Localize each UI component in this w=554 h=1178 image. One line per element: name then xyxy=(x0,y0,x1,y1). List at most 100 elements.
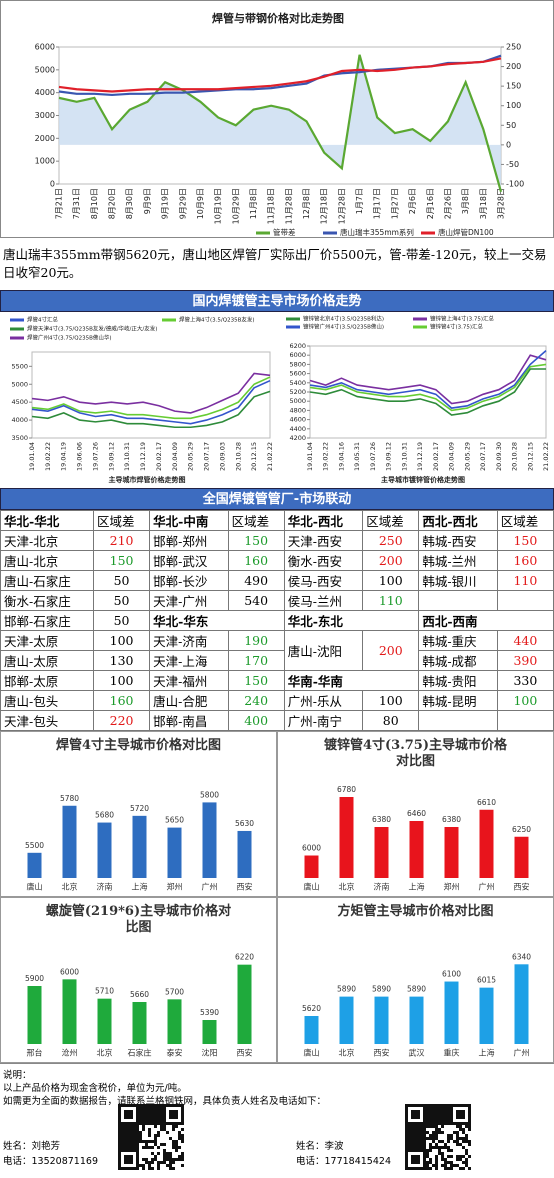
y-tick-label: 5000 xyxy=(35,65,55,74)
value-label: 6100 xyxy=(442,970,461,979)
table-cell: 韩城-昆明 xyxy=(418,690,498,711)
value-label: 6000 xyxy=(60,967,79,976)
y-tick-label: 1000 xyxy=(35,157,55,166)
summary: 唐山瑞丰355mm带钢5620元，唐山地区焊管厂实际出厂价5500元，管-带差-… xyxy=(3,247,547,280)
value-label: 6380 xyxy=(442,815,461,824)
table-cell: 广州-乐从 xyxy=(283,690,364,711)
line xyxy=(309,349,547,409)
table-row: 唐山-北京 150 邯郸-武汉 160 衡水-西安 200 韩城-兰州 160 xyxy=(0,550,554,571)
value-label: 5720 xyxy=(130,804,149,813)
x-tick-label: 19.01.04 xyxy=(28,442,36,471)
x-tick-label: 1月7日 xyxy=(355,188,364,214)
x-tick-label: 沧州 xyxy=(62,1048,78,1058)
x-tick-label: 石家庄 xyxy=(128,1048,152,1058)
y-tick-label: 6000 xyxy=(35,43,55,52)
x-tick-label: 19.02.22 xyxy=(44,442,52,471)
value-label: 5390 xyxy=(200,1008,219,1017)
table-cell: 唐山-包头 xyxy=(0,690,94,711)
chart-title: 方矩管主导城市价格对比图 xyxy=(337,904,494,919)
value-label: 5630 xyxy=(235,819,254,828)
x-tick-label: 20.09.03 xyxy=(218,442,226,471)
bar xyxy=(167,827,182,878)
x-tick-label: 19.04.19 xyxy=(60,442,68,471)
area xyxy=(59,54,501,192)
x-tick-label: 广州 xyxy=(514,1048,530,1058)
y-tick-label: 5000 xyxy=(289,397,306,405)
contact-name: 姓名：刘艳芳 xyxy=(3,1141,61,1152)
table-cell: 华北-华东 xyxy=(149,610,285,631)
value-label: 5890 xyxy=(372,985,391,994)
legend-label: 管带差 xyxy=(273,227,296,237)
qr-modules xyxy=(405,1104,471,1170)
table-cell: 天津-广州 xyxy=(149,590,229,611)
y-tick-label: 5000 xyxy=(11,380,28,388)
y2-tick-label: 150 xyxy=(506,82,521,91)
table-cell: 天津-福州 xyxy=(149,670,229,691)
table-cell: 广州-南宁 xyxy=(283,710,364,731)
x-tick-label: 济南 xyxy=(97,882,113,892)
y2-tick-label: -100 xyxy=(506,180,524,189)
table-cell: 540 xyxy=(227,590,285,611)
x-tick-label: 11月8日 xyxy=(249,188,258,219)
price-compare-chart: 焊管与带钢价格对比走势图0100020003000400050006000-10… xyxy=(0,0,554,238)
table-cell: 150 xyxy=(227,530,285,551)
legend-label: 镀锌管4寸(3.75)汇总 xyxy=(430,323,484,331)
line xyxy=(309,363,547,412)
legend-label: 焊管上海4寸(3.5/Q235B友发) xyxy=(179,316,255,324)
table-cell: 390 xyxy=(496,650,554,671)
table-cell: 邯郸-武汉 xyxy=(149,550,229,571)
y-tick-label: 5200 xyxy=(289,388,306,396)
table-cell: 侯马-兰州 xyxy=(283,590,364,611)
bar-chart: 镀锌管4寸(3.75)主导城市价格对比图 6000 唐山 6780 北京 6380 济南 64… xyxy=(277,731,554,897)
bar xyxy=(27,986,42,1044)
table-cell: 韩城-成都 xyxy=(418,650,498,671)
y2-tick-label: 0 xyxy=(506,140,511,149)
x-tick-label: 8月20日 xyxy=(108,188,117,219)
line xyxy=(309,368,546,416)
x-tick-label: 19.10.31 xyxy=(123,442,131,471)
plot-frame xyxy=(31,351,271,439)
table-cell: 160 xyxy=(496,550,554,571)
x-tick-label: 11月18日 xyxy=(267,188,276,224)
value-label: 6000 xyxy=(302,844,321,853)
table-cell: 华北-中南 xyxy=(149,510,229,531)
x-tick-label: 9月29日 xyxy=(178,188,187,219)
y-tick-label: 6000 xyxy=(289,351,306,359)
table-cell: 天津-太原 xyxy=(0,630,94,651)
table-cell: 130 xyxy=(92,650,151,671)
legend-label: 焊管4寸汇总 xyxy=(27,316,58,324)
bar-plot: 5900 邢台 6000 沧州 5710 北京 5660 石家庄 5700 泰安 5390 沈阳 622… xyxy=(25,953,254,1058)
y-tick-label: 3500 xyxy=(11,434,28,442)
table-cell: 80 xyxy=(362,710,420,731)
x-tick-label: 唐山 xyxy=(27,882,43,892)
table-cell: 区域差 xyxy=(92,510,151,531)
x-tick-label: 19.07.26 xyxy=(369,442,377,471)
table-cell: 衡水-西安 xyxy=(283,550,364,571)
bar xyxy=(339,996,354,1044)
table-cell: 160 xyxy=(92,690,151,711)
table-cell: 220 xyxy=(92,710,151,731)
bar xyxy=(237,964,252,1044)
x-tick-label: 上海 xyxy=(132,882,148,892)
table-cell: 唐山-石家庄 xyxy=(0,570,94,591)
bar xyxy=(409,821,424,878)
table-cell xyxy=(418,710,498,731)
line xyxy=(31,372,271,414)
value-label: 5710 xyxy=(95,987,114,996)
table-row: 天津-包头 220 邯郸-南昌 400 广州-南宁 80 xyxy=(0,710,554,731)
bar-plot: 5500 唐山 5780 北京 5680 济南 5720 上海 5650 郑州 5800 广州 5630… xyxy=(25,790,254,892)
bar xyxy=(479,809,494,878)
x-tick-label: 广州 xyxy=(479,882,495,892)
table-cell: 200 xyxy=(362,630,420,671)
y-tick-label: 4000 xyxy=(35,88,55,97)
table-row: 唐山-包头 160 唐山-合肥 240 广州-乐从 100 韩城-昆明 100 xyxy=(0,690,554,711)
x-tick-label: 20.04.09 xyxy=(171,442,179,471)
value-label: 5900 xyxy=(25,974,44,983)
footer: 说明： 以上产品价格为现金含税价，单位为元/吨。 如需更为全面的数据报告，请联系… xyxy=(0,1063,554,1178)
x-tick-label: 2月16日 xyxy=(426,188,435,219)
y-tick-label: 4500 xyxy=(11,398,28,406)
x-tick-label: 3月18日 xyxy=(479,188,488,219)
bar xyxy=(97,822,112,878)
bar xyxy=(479,987,494,1044)
x-tick-label: 9月19日 xyxy=(161,188,170,219)
